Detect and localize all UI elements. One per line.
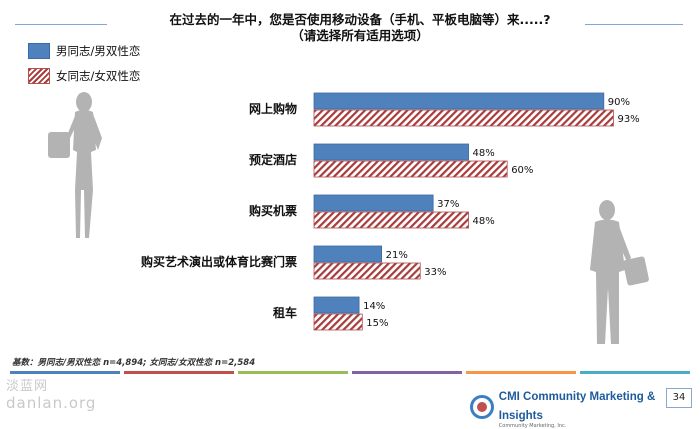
bar-male — [313, 245, 383, 263]
bar-male — [313, 143, 469, 161]
male-silhouette-icon — [590, 200, 649, 344]
value-label-male: 21% — [386, 250, 408, 261]
brand-sub: Community Marketing, Inc. — [498, 423, 567, 429]
bar-female — [313, 109, 614, 127]
color-strip-segment — [352, 371, 462, 374]
bar-male — [313, 92, 605, 110]
value-label-female: 33% — [424, 267, 446, 278]
legend: 男同志/男双性恋 女同志/女双性恋 — [28, 40, 140, 90]
value-label-female: 60% — [511, 165, 533, 176]
title-line-1: 在过去的一年中，您是否使用移动设备（手机、平板电脑等）来.....? — [169, 12, 551, 27]
watermark: 淡蓝网 danlan.org — [6, 379, 97, 413]
legend-label-female: 女同志/女双性恋 — [56, 69, 141, 83]
chart-title: 在过去的一年中，您是否使用移动设备（手机、平板电脑等）来.....? （请选择所… — [150, 12, 570, 44]
category-label: 购买艺术演出或体育比赛门票 — [141, 254, 297, 269]
value-label-male: 14% — [363, 301, 385, 312]
header-rule-right — [585, 24, 683, 25]
color-strip-segment — [238, 371, 348, 374]
watermark-cn: 淡蓝网 — [6, 379, 49, 394]
value-label-female: 15% — [366, 318, 388, 329]
bar-chart: 网上购物 90% 93% 预定酒店 48% 60% 购买机票 37% 48% 购买艺术演出或体育比… — [141, 92, 640, 331]
color-strip-segment — [10, 371, 120, 374]
cmi-logo-icon — [470, 395, 494, 419]
value-label-female: 48% — [473, 216, 495, 227]
category-label: 租车 — [273, 305, 297, 320]
color-strip-segment — [580, 371, 690, 374]
color-strip-segment — [124, 371, 234, 374]
female-silhouette-icon — [48, 92, 102, 238]
bar-female — [313, 313, 363, 331]
page-number: 34 — [666, 388, 692, 408]
color-strip-segment — [466, 371, 576, 374]
legend-swatch-female — [28, 68, 50, 84]
value-label-male: 90% — [608, 97, 630, 108]
value-label-male: 48% — [473, 148, 495, 159]
title-line-2: （请选择所有适用选项） — [291, 28, 429, 43]
footnote: 基数：男同志/男双性恋 n=4,894; 女同志/女双性恋 n=2,584 — [12, 358, 256, 368]
category-label: 预定酒店 — [249, 152, 297, 167]
category-label: 购买机票 — [249, 203, 297, 218]
brand-name: CMI Community Marketing & Insights — [498, 391, 656, 422]
legend-item-male: 男同志/男双性恋 — [28, 40, 140, 62]
bar-male — [313, 296, 360, 314]
watermark-en: danlan.org — [6, 394, 97, 412]
legend-label-male: 男同志/男双性恋 — [56, 44, 141, 58]
value-label-male: 37% — [437, 199, 459, 210]
legend-item-female: 女同志/女双性恋 — [28, 65, 140, 87]
header-rule-left — [15, 24, 107, 25]
bar-female — [313, 160, 508, 178]
bar-female — [313, 211, 469, 229]
bar-female — [313, 262, 421, 280]
value-label-female: 93% — [617, 114, 639, 125]
bar-male — [313, 194, 434, 212]
category-label: 网上购物 — [249, 101, 297, 116]
legend-swatch-male — [28, 43, 50, 59]
